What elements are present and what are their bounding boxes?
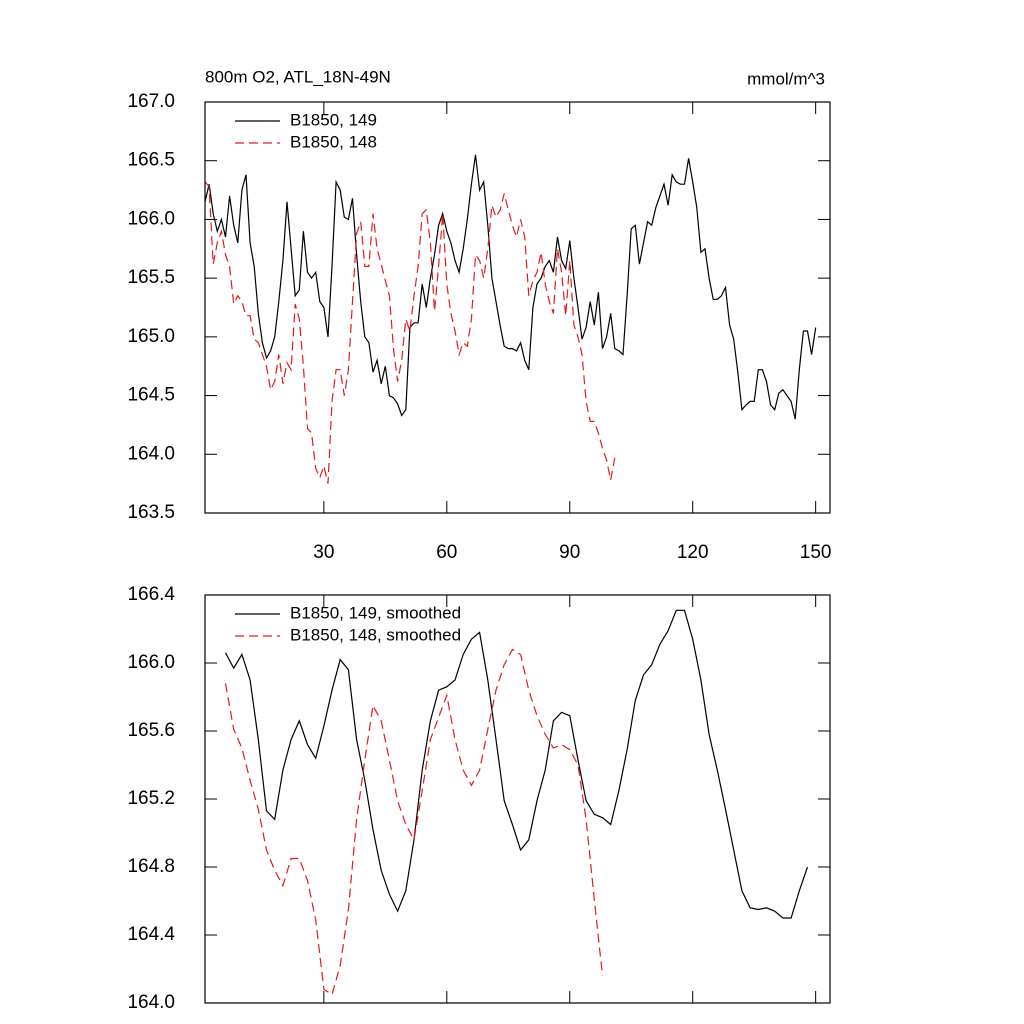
x-tick-label: 150 (800, 542, 832, 563)
x-tick-label: 120 (677, 542, 709, 563)
series-line (204, 181, 616, 484)
legend-label: B1850, 149 (290, 110, 377, 129)
y-tick-label: 164.5 (127, 385, 175, 406)
chart-title: 800m O2, ATL_18N-49N (205, 67, 391, 86)
y-tick-label: 166.5 (127, 150, 175, 171)
y-tick-label: 165.5 (127, 267, 175, 288)
plot-frame (204, 594, 831, 1004)
series-line (224, 609, 809, 919)
y-tick-label: 164.0 (127, 443, 175, 464)
x-tick-label: 90 (559, 542, 580, 563)
series-line (204, 154, 817, 420)
x-tick-label: 30 (313, 542, 334, 563)
units-label: mmol/m^3 (747, 69, 825, 88)
series-line (224, 648, 604, 996)
y-tick-label: 164.8 (127, 856, 175, 877)
y-tick-label: 166.4 (127, 584, 175, 605)
plot-frame (204, 101, 831, 514)
y-tick-label: 165.6 (127, 720, 175, 741)
y-tick-label: 166.0 (127, 208, 175, 229)
y-tick-label: 164.4 (127, 924, 175, 945)
x-tick-label: 60 (436, 542, 457, 563)
y-tick-label: 165.0 (127, 326, 175, 347)
y-tick-label: 165.2 (127, 788, 175, 809)
y-tick-label: 167.0 (127, 91, 175, 112)
y-tick-label: 164.0 (127, 992, 175, 1013)
y-tick-label: 166.0 (127, 652, 175, 673)
legend-label: B1850, 148, smoothed (290, 625, 461, 644)
legend-label: B1850, 149, smoothed (290, 603, 461, 622)
legend-label: B1850, 148 (290, 132, 377, 151)
y-tick-label: 163.5 (127, 502, 175, 523)
